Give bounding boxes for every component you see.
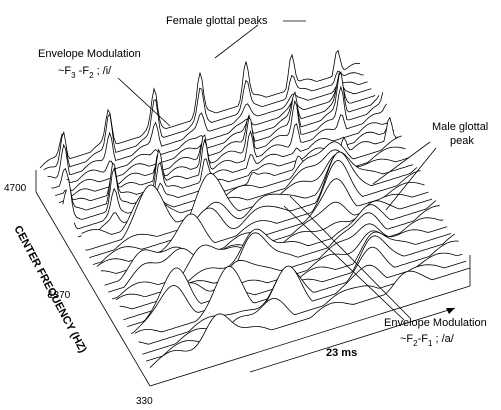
tick-label: 330 <box>136 396 153 407</box>
annotation: ~F2-F1 ; /a/ <box>400 333 455 348</box>
formula-part: ; /a/ <box>432 333 454 345</box>
formula-part: ~F <box>400 333 413 345</box>
axis-label: CENTER FREQUENCY (HZ) <box>11 224 89 355</box>
tick-label: 4700 <box>4 183 27 194</box>
arrow-head <box>446 308 455 314</box>
annotation: Female glottal peaks <box>166 15 268 27</box>
figure: Female glottal peaks Envelope Modulation… <box>0 0 501 410</box>
annotation: Envelope Modulation <box>384 317 487 329</box>
leader-line <box>118 78 170 126</box>
line: Male glottal <box>432 121 488 133</box>
formula-part: ~F <box>58 65 71 77</box>
formula-part: ; /i/ <box>94 65 113 77</box>
annotation: ~F3 -F2 ; /i/ <box>58 65 112 80</box>
annotation: Envelope Modulation <box>38 48 141 60</box>
formula-part: -F <box>76 65 90 77</box>
line: peak <box>450 135 474 147</box>
annotation: Male glottal peak <box>432 121 488 147</box>
leader-line <box>215 25 258 58</box>
axis-label: 23 ms <box>326 347 357 359</box>
formula-part: -F <box>418 333 429 345</box>
